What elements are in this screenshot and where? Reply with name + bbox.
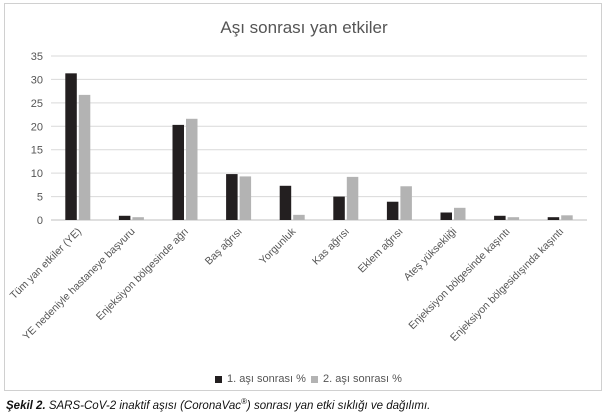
x-tick-label: Ateş yüksekliği <box>402 226 460 284</box>
bar-series1 <box>386 201 399 220</box>
x-tick-label: Kas ağrısı <box>310 226 352 268</box>
x-tick-label: Enjeksiyon bölgesinde kaşıntı <box>406 226 512 332</box>
x-tick-label: Enjeksiyon bölgesidışında kaşıntı <box>448 226 566 344</box>
bar-series2 <box>186 118 198 220</box>
x-tick-label: Baş ağrısı <box>203 226 245 268</box>
bar-series2 <box>454 207 466 220</box>
bar-series1 <box>226 174 238 220</box>
x-tick-label: YE nedeniyle hastaneye başvuru <box>20 226 137 343</box>
chart-title: Aşı sonrası yan etkiler <box>220 18 388 37</box>
legend-swatch-series1 <box>215 375 222 383</box>
bar-series2 <box>132 217 144 220</box>
bar-series1 <box>118 215 131 220</box>
x-tick-label: Yorgunluk <box>257 225 299 267</box>
bar-series1 <box>494 215 506 220</box>
figure-label: Şekil 2. <box>6 399 46 412</box>
bar-series1 <box>172 124 184 220</box>
bar-series2 <box>346 176 359 220</box>
legend-item-series2: 2. aşı sonrası % <box>311 373 402 385</box>
figure-caption: Şekil 2. SARS-CoV-2 inaktif aşısı (Coron… <box>6 397 430 412</box>
bar-series1 <box>279 185 292 220</box>
caption-text-after: ) sonrası yan etki sıklığı ve dağılımı. <box>246 399 431 412</box>
bar-series2 <box>400 186 412 220</box>
y-tick-label: 30 <box>31 74 43 86</box>
y-tick-label: 5 <box>37 192 43 204</box>
x-tick-label: Enjeksiyon bölgesinde ağrı <box>94 226 191 323</box>
bar-series1 <box>333 196 345 220</box>
legend-swatch-series2 <box>311 375 318 383</box>
y-tick-label: 35 <box>31 51 43 63</box>
bar-series1 <box>547 217 560 220</box>
y-tick-label: 20 <box>31 121 43 133</box>
legend-label-series2: 2. aşı sonrası % <box>323 373 402 385</box>
legend-item-series1: 1. aşı sonrası % <box>215 373 306 385</box>
bar-series2 <box>561 215 573 220</box>
bar-series2 <box>239 176 252 220</box>
y-tick-label: 25 <box>31 98 43 110</box>
legend-label-series1: 1. aşı sonrası % <box>227 373 306 385</box>
y-tick-label: 0 <box>37 215 43 227</box>
bar-series2 <box>507 217 520 220</box>
caption-superscript: ® <box>241 397 247 406</box>
bar-series2 <box>78 94 91 220</box>
y-tick-label: 10 <box>31 168 43 180</box>
caption-text-before: SARS-CoV-2 inaktif aşısı (CoronaVac <box>48 399 242 412</box>
x-tick-label: Eklem ağrısı <box>356 226 406 276</box>
bar-series1 <box>440 212 452 220</box>
bar-series1 <box>65 73 77 220</box>
bar-series2 <box>293 214 305 220</box>
y-tick-label: 15 <box>31 145 43 157</box>
chart-frame: Aşı sonrası yan etkiler 0 5 10 15 20 25 30 35 Tü… <box>4 3 602 391</box>
